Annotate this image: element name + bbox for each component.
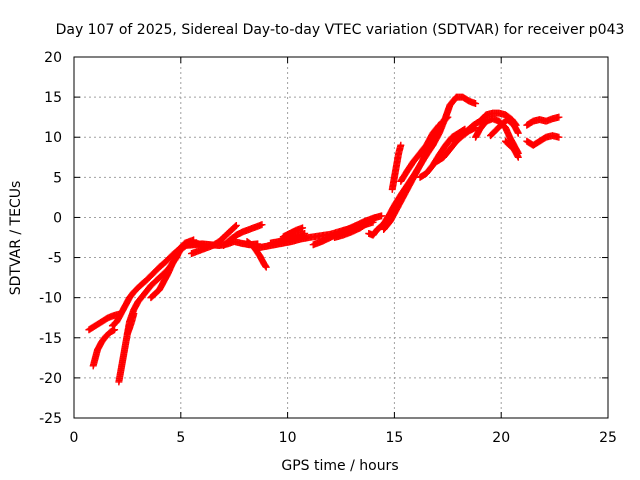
x-tick-label: 20 [492,430,510,446]
y-tick-label: -5 [48,251,62,267]
data-point-marker [130,310,138,318]
data-markers [85,93,563,386]
series-track-aa [523,132,563,149]
data-point-marker [301,229,309,237]
y-tick-label: 20 [44,50,62,66]
data-point-marker [434,122,442,130]
data-point-marker [514,129,522,137]
x-tick-label: 5 [176,430,185,446]
y-tick-labels: -25 -20 -15 -10 -5 0 5 10 15 20 [39,50,62,427]
data-point-marker [258,221,266,229]
x-tick-labels: 0 5 10 15 20 25 [70,430,617,446]
series-track-h [187,221,240,258]
y-tick-label: 5 [53,170,62,186]
y-tick-label: -15 [39,331,62,347]
data-point-marker [371,213,379,221]
x-tick-label: 0 [70,430,79,446]
data-point-marker [299,224,307,232]
series-track-s [397,121,443,185]
series-track-z [523,113,563,129]
series-track-c [115,239,206,386]
data-point-marker [232,221,240,229]
series-track-r [388,141,405,193]
series-track-m [279,224,307,241]
data-point-marker [435,121,443,129]
grid [74,57,608,418]
x-tick-label: 15 [385,430,403,446]
series-track-o [331,213,379,241]
series-track-y [501,137,522,161]
data-point-marker [262,263,270,271]
data-point-marker [555,133,563,141]
data-point-marker [555,113,563,121]
x-axis-label: GPS time / hours [281,458,398,474]
data-point-marker [378,212,386,220]
data-point-marker [370,214,378,222]
data-point-marker [443,114,451,122]
series-track-e [123,310,138,338]
series-track-b [89,326,119,370]
series-track-t [416,125,469,181]
data-point-marker [444,113,452,121]
y-axis-label: SDTVAR / TECUs [8,181,24,296]
data-point-marker [397,141,405,149]
y-tick-label: 10 [44,130,62,146]
data-point-marker [472,100,480,108]
chart-title: Day 107 of 2025, Sidereal Day-to-day VTE… [56,22,625,38]
data-point-marker [514,153,522,161]
series-track-f [147,242,189,302]
plot-frame [73,56,609,419]
y-tick-label: -20 [39,371,62,387]
x-tick-label: 25 [599,430,617,446]
series-track-d [108,236,198,330]
x-tick-label: 10 [279,430,297,446]
series-track-x [487,116,522,140]
data-point-marker [231,222,239,230]
y-tick-label: 15 [44,90,62,106]
series-track-i [220,221,266,250]
y-tick-label: 0 [53,210,62,226]
y-tick-label: -25 [39,411,62,427]
axis-ticks [73,56,609,419]
y-tick-label: -10 [39,291,62,307]
data-point-marker [262,262,270,270]
